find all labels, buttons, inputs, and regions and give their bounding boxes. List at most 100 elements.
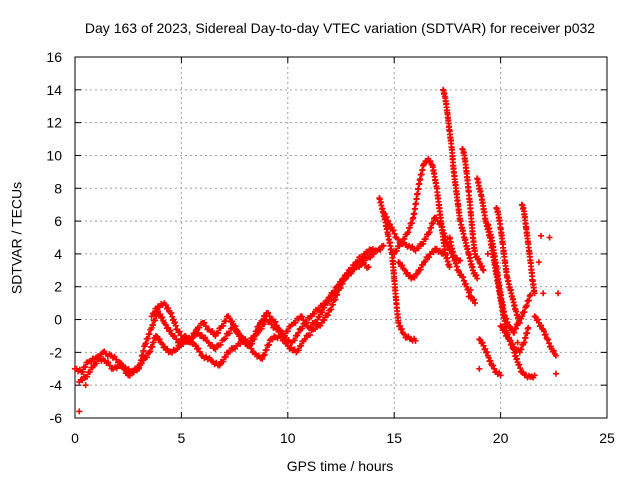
data-point [514, 339, 521, 346]
data-point [471, 296, 477, 303]
data-point [422, 235, 429, 242]
data-point [474, 275, 481, 282]
data-point [196, 348, 203, 355]
data-point [467, 287, 474, 294]
data-point [187, 339, 194, 346]
data-point [511, 329, 518, 336]
data-point [506, 323, 513, 330]
data-point [93, 360, 100, 367]
data-point [541, 328, 548, 335]
data-point [273, 322, 280, 329]
data-point [237, 332, 244, 339]
data-point [298, 342, 305, 349]
data-point [516, 319, 523, 326]
data-point [272, 318, 279, 325]
data-point [397, 322, 404, 329]
data-point [198, 332, 205, 339]
data-point [433, 214, 440, 221]
data-point [126, 372, 133, 379]
data-point [534, 316, 541, 323]
data-point [156, 304, 163, 311]
data-point [106, 362, 113, 369]
data-point [177, 332, 184, 339]
data-point [383, 213, 390, 220]
axis-ticks: 0 5 10 15 20 25 -6 -4 -2 0 2 4 6 8 10 12 14 16 [46, 49, 615, 446]
data-point [263, 346, 270, 353]
data-point [120, 363, 127, 370]
data-point [169, 349, 176, 356]
data-point [440, 250, 447, 257]
data-point [503, 332, 510, 339]
data-point [472, 300, 479, 307]
data-point [261, 321, 268, 328]
data-point [426, 254, 433, 261]
data-point [321, 316, 328, 323]
data-point [82, 363, 89, 370]
data-point [171, 332, 178, 339]
data-point [312, 325, 319, 332]
data-point [478, 263, 485, 270]
data-point [465, 293, 472, 300]
data-point [311, 310, 318, 317]
data-point [500, 326, 507, 333]
data-point [531, 290, 538, 297]
data-point [76, 408, 83, 415]
data-point [367, 254, 374, 261]
data-point [540, 290, 547, 297]
data-point [365, 264, 372, 271]
data-point [205, 339, 212, 346]
data-point [215, 329, 222, 336]
data-point [165, 305, 172, 312]
data-point [460, 277, 467, 284]
data-point [394, 236, 401, 243]
data-point [241, 337, 248, 344]
data-point [381, 210, 388, 217]
data-point [475, 255, 482, 262]
data-point [380, 209, 387, 216]
data-point [508, 341, 515, 348]
data-point [460, 274, 467, 281]
y-tick-label: -2 [50, 344, 63, 360]
data-point [303, 319, 310, 326]
data-point [105, 359, 112, 366]
data-point [479, 266, 486, 273]
plot-frame [74, 56, 608, 419]
data-point [503, 315, 510, 322]
data-point [192, 342, 199, 349]
data-point [414, 270, 421, 277]
x-tick-label: 15 [386, 430, 402, 446]
data-point [527, 291, 534, 298]
data-point [546, 234, 553, 241]
data-point [216, 362, 223, 369]
data-point [531, 372, 538, 379]
data-point [390, 227, 397, 234]
data-points [72, 86, 562, 415]
data-point [412, 337, 419, 344]
data-point [417, 266, 424, 273]
data-point [327, 293, 334, 300]
data-point [162, 302, 169, 309]
data-point [82, 382, 89, 389]
data-point [266, 341, 273, 348]
data-point [209, 328, 216, 335]
y-tick-label: 6 [54, 213, 62, 229]
x-tick-label: 25 [599, 430, 615, 446]
data-point [497, 372, 504, 379]
data-point [222, 318, 229, 325]
x-tick-label: 0 [71, 430, 79, 446]
data-point [212, 346, 219, 353]
data-point [538, 232, 545, 239]
data-point [151, 310, 158, 317]
data-point [491, 365, 498, 372]
data-point [504, 319, 511, 326]
data-point [291, 337, 298, 344]
y-tick-label: 10 [46, 147, 62, 163]
data-point [380, 242, 387, 249]
data-point [299, 325, 306, 332]
y-tick-label: 8 [54, 180, 62, 196]
y-tick-label: -6 [50, 410, 63, 426]
data-point [202, 323, 209, 330]
data-point [535, 259, 542, 266]
